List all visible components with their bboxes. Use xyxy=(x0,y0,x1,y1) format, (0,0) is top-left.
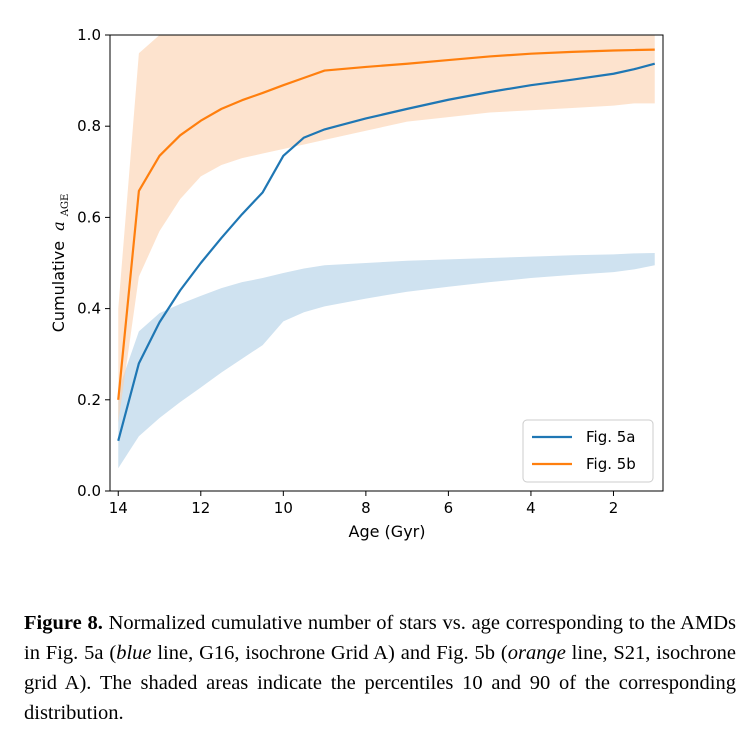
legend-box xyxy=(522,419,654,483)
y-tick-label: 0.8 xyxy=(77,117,101,135)
caption-text-1: Normalized cumulative number of stars vs… xyxy=(24,612,736,664)
x-axis-ticks: 14 12 10 8 6 4 2 xyxy=(109,491,619,517)
series-line-fig-5a xyxy=(117,62,656,442)
x-tick-label: 2 xyxy=(609,499,619,517)
y-tick-label: 0.0 xyxy=(77,482,101,500)
y-axis-label-symbol: a xyxy=(49,221,68,231)
cumulative-age-chart: 14 12 10 8 6 4 2 0.00.20.40.60.81.0 Age (Gyr) … xyxy=(49,26,664,541)
x-tick-label: 8 xyxy=(361,499,371,517)
figure-caption: Figure 8. Normalized cumulative number o… xyxy=(24,608,736,728)
plot-frame xyxy=(109,34,664,492)
caption-text-2: line, G16, isochrone Grid A) and Fig. 5b… xyxy=(151,642,508,664)
x-tick-label: 6 xyxy=(444,499,454,517)
y-tick-label: 1.0 xyxy=(77,26,101,44)
percentile-bands xyxy=(118,35,655,469)
y-tick-label: 0.2 xyxy=(77,391,101,409)
x-axis-label: Age (Gyr) xyxy=(349,522,426,541)
y-tick-label: 0.4 xyxy=(77,300,101,318)
series-lines xyxy=(117,48,656,442)
legend-label: Fig. 5b xyxy=(586,455,636,473)
percentile-band-blue xyxy=(118,252,655,469)
x-tick-label: 10 xyxy=(274,499,293,517)
x-tick-label: 12 xyxy=(191,499,210,517)
y-tick-label: 0.6 xyxy=(77,208,101,226)
y-axis-ticks: 0.0 0.2 0.4 0.6 0.8 1.0 xyxy=(77,26,110,500)
x-tick-label: 14 xyxy=(109,499,128,517)
x-tick-label: 4 xyxy=(526,499,536,517)
caption-label: Figure 8. xyxy=(24,612,103,634)
caption-italic-orange: orange xyxy=(507,642,566,664)
caption-italic-blue: blue xyxy=(116,642,152,664)
percentile-band-orange xyxy=(118,35,655,423)
legend: Fig. 5a Fig. 5b xyxy=(522,419,654,483)
y-axis-label-text: Cumulative xyxy=(49,241,68,332)
y-axis-label: Cumulative a AGE xyxy=(49,194,71,333)
y-axis-label-subscript: AGE xyxy=(60,194,71,218)
caption-text-3: line, S21, isochrone grid A). The shaded… xyxy=(24,642,736,724)
series-line-fig-5b xyxy=(117,48,655,400)
legend-label: Fig. 5a xyxy=(586,428,636,446)
